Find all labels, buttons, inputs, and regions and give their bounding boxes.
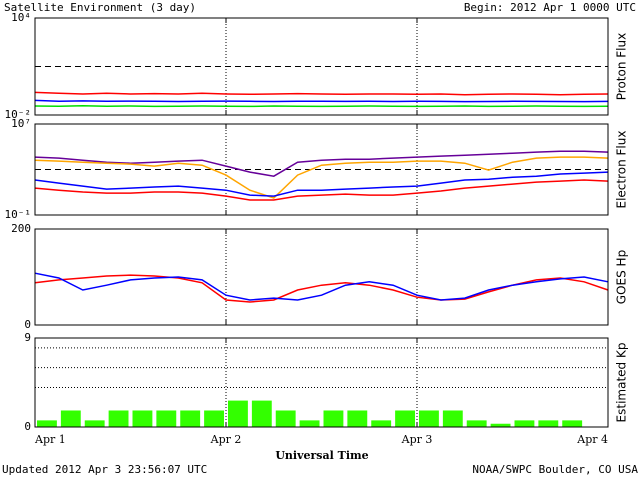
bar: [371, 420, 392, 427]
x-tick-label: Apr 4: [576, 433, 608, 446]
x-axis-label: Universal Time: [275, 449, 368, 462]
bar: [60, 410, 81, 427]
y-tick-label: 0: [24, 420, 31, 433]
bar: [419, 410, 439, 427]
bar: [395, 410, 415, 427]
y-tick-label: 10⁻²: [5, 108, 32, 121]
panel-frame: [34, 228, 609, 326]
series-line: [34, 105, 609, 108]
bar: [204, 410, 224, 427]
bar: [514, 420, 535, 427]
y-tick-label: 10⁴: [11, 11, 31, 24]
panel-frame: [34, 337, 609, 428]
panel-frame: [34, 123, 609, 216]
bar: [84, 420, 105, 427]
y-tick-label: 200: [11, 222, 31, 235]
footer-left: Updated 2012 Apr 3 23:56:07 UTC: [2, 463, 207, 476]
y-tick-label: 0: [24, 318, 31, 331]
chart-subtitle: Begin: 2012 Apr 1 0000 UTC: [464, 1, 636, 14]
bar: [466, 420, 487, 427]
y-axis-label: GOES Hp: [615, 250, 629, 304]
bar: [490, 423, 511, 427]
y-tick-label: 10⁻¹: [5, 208, 32, 221]
series-line: [34, 150, 609, 177]
bar: [299, 420, 320, 427]
bar: [347, 410, 368, 427]
bar: [538, 420, 559, 427]
series-line: [34, 91, 609, 96]
bar: [275, 410, 296, 427]
series-line: [34, 156, 609, 199]
panel-frame: [34, 17, 609, 116]
x-tick-label: Apr 2: [210, 433, 242, 446]
bar: [37, 420, 57, 427]
series-line: [34, 272, 609, 301]
bar: [156, 410, 177, 427]
bar: [442, 410, 463, 427]
x-tick-label: Apr 3: [401, 433, 433, 446]
bar: [562, 420, 583, 427]
bar: [251, 400, 272, 427]
y-axis-label: Proton Flux: [615, 33, 629, 100]
bar: [180, 410, 201, 427]
y-tick-label: 9: [24, 331, 31, 344]
bar: [108, 410, 129, 427]
bar: [228, 400, 248, 427]
x-tick-label: Apr 1: [34, 433, 66, 446]
series-line: [34, 99, 609, 103]
y-tick-label: 10⁷: [11, 117, 31, 130]
bar: [132, 410, 153, 427]
bar: [323, 410, 344, 427]
series-line: [34, 171, 609, 197]
y-axis-label: Estimated Kp: [615, 343, 629, 423]
footer-right: NOAA/SWPC Boulder, CO USA: [472, 463, 638, 476]
chart-title: Satellite Environment (3 day): [4, 1, 196, 14]
y-axis-label: Electron Flux: [615, 131, 629, 209]
series-line: [34, 179, 609, 201]
